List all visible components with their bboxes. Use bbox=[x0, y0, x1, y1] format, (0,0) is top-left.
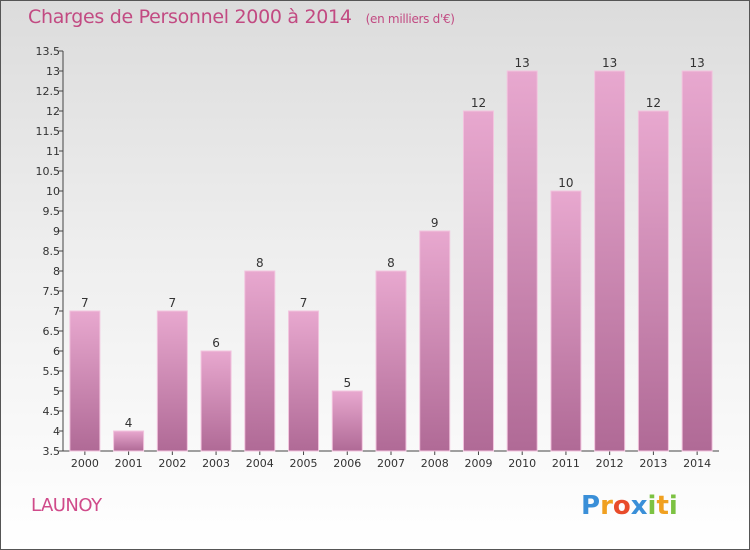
x-tick-label-2012: 2012 bbox=[596, 457, 624, 470]
y-tick-label: 8.5 bbox=[43, 245, 61, 258]
y-tick-label: 12.5 bbox=[36, 85, 61, 98]
bar-2006 bbox=[331, 390, 363, 452]
x-tick-label-2001: 2001 bbox=[115, 457, 143, 470]
x-tick-label-2010: 2010 bbox=[508, 457, 536, 470]
x-tick-label-2002: 2002 bbox=[158, 457, 186, 470]
x-tick-label-2006: 2006 bbox=[333, 457, 361, 470]
logo-letter: i bbox=[668, 491, 678, 521]
value-label-2003: 6 bbox=[212, 336, 220, 350]
chart-title-text: Charges de Personnel 2000 à 2014 bbox=[28, 6, 352, 28]
bar-2012 bbox=[594, 70, 626, 452]
value-label-2010: 13 bbox=[515, 56, 530, 70]
y-tick-label: 5 bbox=[53, 385, 60, 398]
x-tick-label-2013: 2013 bbox=[639, 457, 667, 470]
value-label-2009: 12 bbox=[471, 96, 486, 110]
bar-2008 bbox=[419, 230, 451, 452]
bar-2005 bbox=[288, 310, 320, 452]
y-tick-label: 11 bbox=[46, 145, 60, 158]
value-label-2001: 4 bbox=[125, 416, 133, 430]
x-tick-label-2003: 2003 bbox=[202, 457, 230, 470]
y-tick-label: 12 bbox=[46, 105, 60, 118]
y-tick-label: 7.5 bbox=[43, 285, 61, 298]
logo-letter: r bbox=[600, 491, 613, 521]
y-tick-label: 4 bbox=[53, 425, 60, 438]
y-tick-label: 13 bbox=[46, 65, 60, 78]
value-label-2008: 9 bbox=[431, 216, 439, 230]
y-tick-label: 4.5 bbox=[43, 405, 61, 418]
y-tick-label: 10 bbox=[46, 185, 60, 198]
y-axis: 3.5 4 4.5 5 5.5 6 6.5 7 7.5 8 8.5 9 9.5 10 10.5 11 11.5 1… bbox=[36, 45, 64, 458]
y-tick-label: 11.5 bbox=[36, 125, 61, 138]
x-tick-label-2004: 2004 bbox=[246, 457, 274, 470]
bar-2014 bbox=[681, 70, 713, 452]
value-label-2000: 7 bbox=[81, 296, 89, 310]
x-tick-label-2009: 2009 bbox=[464, 457, 492, 470]
x-tick-label-2011: 2011 bbox=[552, 457, 580, 470]
value-label-2004: 8 bbox=[256, 256, 264, 270]
chart-title: Charges de Personnel 2000 à 2014 (en mill… bbox=[28, 6, 455, 28]
bar-2013 bbox=[637, 110, 669, 452]
y-tick-label: 7 bbox=[53, 305, 60, 318]
x-tick-label-2007: 2007 bbox=[377, 457, 405, 470]
value-label-2006: 5 bbox=[343, 376, 351, 390]
chart-subtitle: (en milliers d'€) bbox=[365, 12, 455, 26]
y-tick-label: 8 bbox=[53, 265, 60, 278]
y-tick-label: 5.5 bbox=[43, 365, 61, 378]
bar-2004 bbox=[244, 270, 276, 452]
bar-2010 bbox=[506, 70, 538, 452]
x-axis: 2000 2001 2002 2003 2004 2005 2006 2007 2008 2009… bbox=[63, 450, 719, 470]
bar-2000 bbox=[69, 310, 101, 452]
x-tick-label-2014: 2014 bbox=[683, 457, 711, 470]
logo-letter: i bbox=[647, 491, 657, 521]
logo-letter: o bbox=[612, 491, 631, 521]
bar-2003 bbox=[200, 350, 232, 452]
value-label-2014: 13 bbox=[689, 56, 704, 70]
bars: 7 4 7 6 8 7 5 8 9 12 13 10 13 12 13 bbox=[69, 56, 713, 452]
logo-letter: P bbox=[581, 491, 601, 521]
value-label-2012: 13 bbox=[602, 56, 617, 70]
bar-2011 bbox=[550, 190, 582, 452]
bar-2007 bbox=[375, 270, 407, 452]
bar-2001 bbox=[113, 430, 145, 452]
y-tick-label: 6 bbox=[53, 345, 60, 358]
commune-name: LAUNOY bbox=[31, 495, 102, 516]
y-tick-label: 6.5 bbox=[43, 325, 61, 338]
logo-letter: t bbox=[656, 491, 669, 521]
value-label-2002: 7 bbox=[169, 296, 177, 310]
y-tick-label: 9 bbox=[53, 225, 60, 238]
y-tick-label: 3.5 bbox=[43, 445, 61, 458]
value-label-2011: 10 bbox=[558, 176, 573, 190]
value-label-2007: 8 bbox=[387, 256, 395, 270]
bar-2002 bbox=[156, 310, 188, 452]
value-label-2005: 7 bbox=[300, 296, 308, 310]
y-tick-label: 9.5 bbox=[43, 205, 61, 218]
logo-letter: x bbox=[630, 491, 648, 521]
x-tick-label-2005: 2005 bbox=[290, 457, 318, 470]
value-label-2013: 12 bbox=[646, 96, 661, 110]
x-tick-label-2008: 2008 bbox=[421, 457, 449, 470]
bar-2009 bbox=[462, 110, 494, 452]
x-tick-label-2000: 2000 bbox=[71, 457, 99, 470]
proxiti-logo: Proxiti bbox=[581, 491, 678, 521]
y-tick-label: 10.5 bbox=[36, 165, 61, 178]
y-tick-label: 13.5 bbox=[36, 45, 61, 58]
